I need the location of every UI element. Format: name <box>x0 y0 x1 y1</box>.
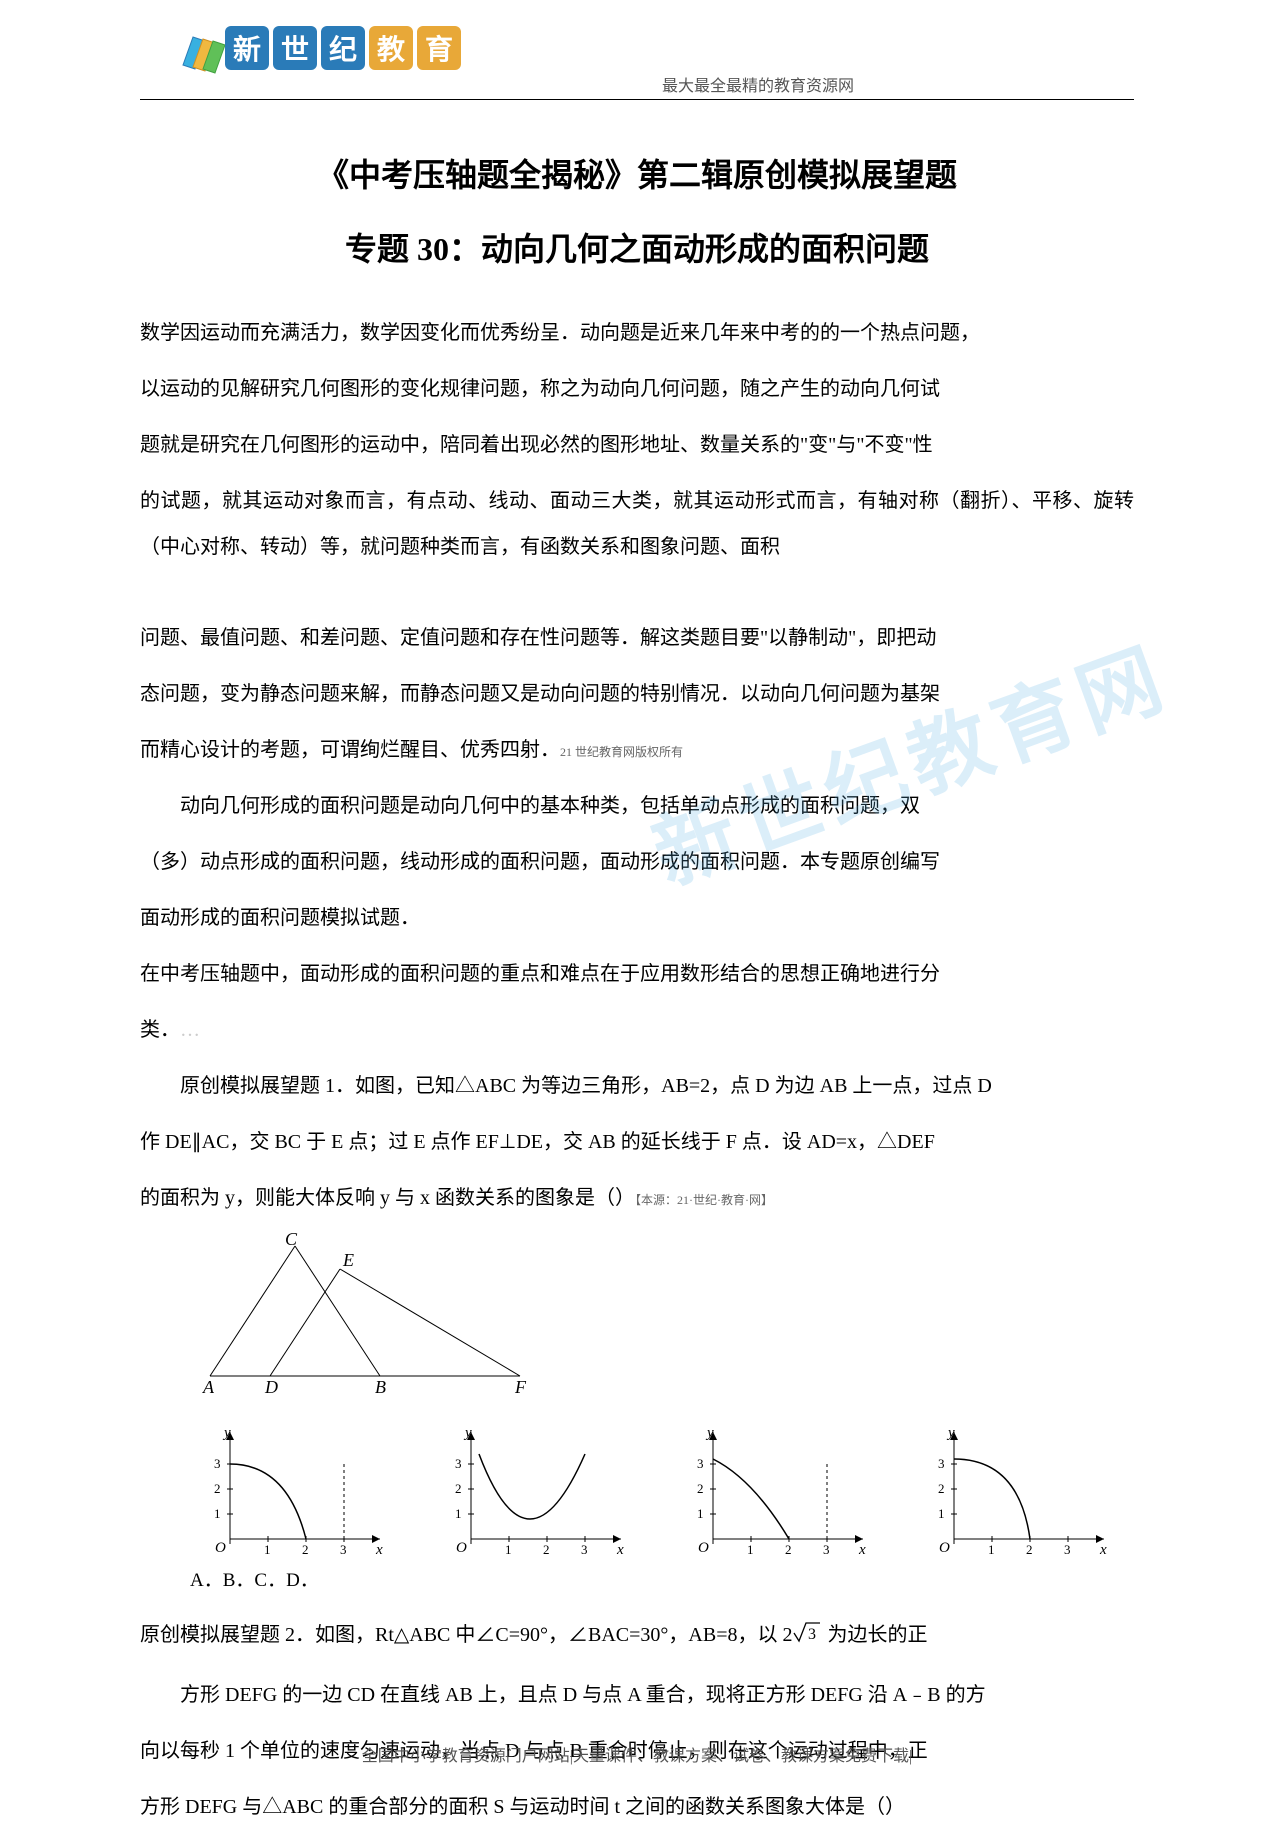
svg-text:3: 3 <box>214 1456 221 1471</box>
svg-text:y: y <box>946 1425 955 1441</box>
svg-text:1: 1 <box>697 1506 704 1521</box>
svg-text:O: O <box>698 1540 709 1556</box>
svg-text:y: y <box>705 1425 714 1441</box>
svg-text:y: y <box>463 1425 472 1441</box>
svg-text:3: 3 <box>823 1542 830 1557</box>
svg-text:E: E <box>342 1250 354 1270</box>
svg-text:O: O <box>939 1540 950 1556</box>
svg-text:2: 2 <box>543 1542 550 1557</box>
graph-option-b: O y x 1 2 3 1 2 3 <box>441 1424 631 1559</box>
question-1-text: 作 DE∥AC，交 BC 于 E 点；过 E 点作 EF⊥DE，交 AB 的延长… <box>140 1119 1134 1165</box>
svg-text:x: x <box>1099 1542 1107 1558</box>
svg-text:2: 2 <box>697 1481 704 1496</box>
logo-text: 新 世 纪 教 育 <box>225 26 461 70</box>
svg-text:3: 3 <box>697 1456 704 1471</box>
paragraph: 题就是研究在几何图形的运动中，陪同着出现必然的图形地址、数量关系的"变"与"不变… <box>140 422 1134 468</box>
svg-text:x: x <box>616 1542 624 1558</box>
question-1-text: 的面积为 y，则能大体反响 y 与 x 函数关系的图象是（）【本源：21·世纪·… <box>140 1175 1134 1221</box>
paragraph: 面动形成的面积问题模拟试题． <box>140 895 1134 941</box>
svg-text:3: 3 <box>340 1542 347 1557</box>
svg-text:1: 1 <box>505 1542 512 1557</box>
svg-text:F: F <box>514 1377 527 1397</box>
options-row: A．B．C．D． <box>190 1565 1134 1592</box>
question-2-text: 方形 DEFG 与△ABC 的重合部分的面积 S 与运动时间 t 之间的函数关系… <box>140 1784 1134 1830</box>
svg-text:1: 1 <box>455 1506 462 1521</box>
paragraph: 态问题，变为静态问题来解，而静态问题又是动向问题的特别情况．以动向几何问题为基架 <box>140 671 1134 717</box>
svg-text:2: 2 <box>785 1542 792 1557</box>
main-title: 《中考压轴题全揭秘》第二辑原创模拟展望题 <box>140 150 1134 196</box>
svg-text:y: y <box>222 1425 231 1441</box>
graph-option-d: O y x 1 2 3 1 2 3 <box>924 1424 1114 1559</box>
svg-text:C: C <box>285 1231 298 1249</box>
svg-text:D: D <box>264 1377 278 1397</box>
graph-option-c: O y x 1 2 3 1 2 3 <box>683 1424 873 1559</box>
svg-text:1: 1 <box>938 1506 945 1521</box>
svg-text:B: B <box>375 1377 386 1397</box>
sub-title: 专题 30：动向几何之面动形成的面积问题 <box>140 224 1134 270</box>
svg-text:2: 2 <box>455 1481 462 1496</box>
svg-text:2: 2 <box>1026 1542 1033 1557</box>
svg-text:A: A <box>202 1377 215 1397</box>
svg-text:2: 2 <box>938 1481 945 1496</box>
paragraph: 数学因运动而充满活力，数学因变化而优秀纷呈．动向题是近来几年来中考的的一个热点问… <box>140 310 1134 356</box>
svg-text:1: 1 <box>747 1542 754 1557</box>
svg-text:3: 3 <box>938 1456 945 1471</box>
svg-text:3: 3 <box>808 1626 816 1643</box>
svg-text:x: x <box>375 1542 383 1558</box>
svg-text:O: O <box>215 1540 226 1556</box>
svg-text:x: x <box>858 1542 866 1558</box>
svg-text:O: O <box>456 1540 467 1556</box>
paragraph: （多）动点形成的面积问题，线动形成的面积问题，面动形成的面积问题．本专题原创编写 <box>140 839 1134 885</box>
svg-text:1: 1 <box>214 1506 221 1521</box>
paragraph: 以运动的见解研究几何图形的变化规律问题，称之为动向几何问题，随之产生的动向几何试 <box>140 366 1134 412</box>
graph-option-a: O y x 1 2 3 1 2 3 <box>200 1424 390 1559</box>
svg-text:3: 3 <box>1064 1542 1071 1557</box>
paragraph: 而精心设计的考题，可谓绚烂醒目、优秀四射．21 世纪教育网版权所有 <box>140 727 1134 773</box>
paragraph: 的试题，就其运动对象而言，有点动、线动、面动三大类，就其运动形式而言，有轴对称（… <box>140 478 1134 570</box>
question-1-text: 原创模拟展望题 1．如图，已知△ABC 为等边三角形，AB=2，点 D 为边 A… <box>140 1063 1134 1109</box>
svg-text:2: 2 <box>214 1481 221 1496</box>
question-2-text: 方形 DEFG 的一边 CD 在直线 AB 上，且点 D 与点 A 重合，现将正… <box>140 1672 1134 1718</box>
paragraph: 问题、最值问题、和差问题、定值问题和存在性问题等．解这类题目要"以静制动"，即把… <box>140 615 1134 661</box>
answer-graphs-row: O y x 1 2 3 1 2 3 O y x 1 2 3 1 2 3 <box>200 1424 1114 1559</box>
svg-text:1: 1 <box>264 1542 271 1557</box>
paragraph: 在中考压轴题中，面动形成的面积问题的重点和难点在于应用数形结合的思想正确地进行分 <box>140 951 1134 997</box>
svg-text:2: 2 <box>302 1542 309 1557</box>
question-2-text: 原创模拟展望题 2．如图，Rt△ABC 中∠C=90°，∠BAC=30°，AB=… <box>140 1612 1134 1662</box>
header-subtitle: 最大最全最精的教育资源网 <box>662 72 854 96</box>
paragraph: 类．… <box>140 1007 1134 1053</box>
svg-text:3: 3 <box>581 1542 588 1557</box>
paragraph: 动向几何形成的面积问题是动向几何中的基本种类，包括单动点形成的面积问题，双 <box>140 783 1134 829</box>
svg-text:1: 1 <box>988 1542 995 1557</box>
triangle-figure: A D B F C E <box>195 1231 1134 1406</box>
svg-text:3: 3 <box>455 1456 462 1471</box>
page-footer: 全国中小学教育资源门户网站|天量课件、教课方案、试卷、教课方案免费下载| <box>0 1742 1274 1766</box>
